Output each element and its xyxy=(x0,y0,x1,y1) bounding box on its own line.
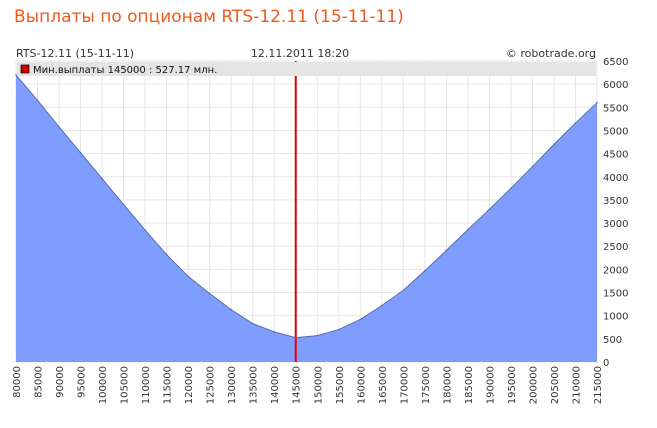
data-point xyxy=(337,328,340,331)
x-tick-label: 90000 xyxy=(55,366,66,398)
x-tick-label: 210000 xyxy=(571,366,582,404)
x-tick-label: 155000 xyxy=(335,366,346,404)
x-tick-label: 95000 xyxy=(77,366,88,398)
y-tick-label: 1500 xyxy=(603,289,628,300)
data-point xyxy=(596,101,598,104)
y-tick-label: 6000 xyxy=(603,80,628,91)
data-point xyxy=(187,275,189,278)
y-tick-label: 6500 xyxy=(603,57,628,68)
x-tick-label: 160000 xyxy=(356,366,367,404)
x-tick-label: 125000 xyxy=(206,366,217,404)
y-tick-label: 500 xyxy=(603,335,622,346)
data-point xyxy=(445,249,448,252)
x-tick-label: 185000 xyxy=(464,366,475,404)
chart-timestamp: 12.11.2011 18:20 xyxy=(251,47,349,60)
data-points xyxy=(15,74,598,339)
y-tick-label: 2500 xyxy=(603,242,628,253)
data-point xyxy=(402,289,405,292)
y-tick-label: 4500 xyxy=(603,150,628,161)
payout-line xyxy=(15,74,598,339)
x-tick-label: 215000 xyxy=(593,366,604,404)
data-point xyxy=(36,99,39,102)
data-point xyxy=(58,125,60,128)
x-tick-label: 205000 xyxy=(550,366,561,404)
x-tick-label: 105000 xyxy=(120,366,131,404)
x-tick-label: 135000 xyxy=(249,366,260,404)
payout-area xyxy=(16,74,597,363)
data-point xyxy=(316,334,319,337)
data-point xyxy=(208,292,211,295)
data-point xyxy=(574,122,577,124)
x-tick-label: 170000 xyxy=(399,366,410,404)
y-tick-label: 4000 xyxy=(603,173,628,184)
data-point xyxy=(230,308,232,311)
x-tick-label: 140000 xyxy=(270,366,281,404)
data-point xyxy=(531,165,534,168)
x-tick-label: 180000 xyxy=(442,366,453,404)
x-tick-label: 145000 xyxy=(292,366,303,404)
legend-box xyxy=(17,62,596,76)
x-tick-label: 100000 xyxy=(98,366,109,404)
data-point xyxy=(553,143,555,146)
data-point xyxy=(101,177,103,180)
legend-label: Мин.выплаты 145000 : 527.17 млн. xyxy=(33,65,217,76)
data-point xyxy=(15,74,17,76)
y-tick-label: 0 xyxy=(603,358,609,369)
data-point xyxy=(424,269,426,272)
x-tick-label: 165000 xyxy=(378,366,389,404)
y-tick-label: 5500 xyxy=(603,103,628,114)
page-title: Выплаты по опционам RTS-12.11 (15-11-11) xyxy=(14,7,404,27)
y-tick-label: 5000 xyxy=(603,126,628,137)
legend-swatch-icon xyxy=(20,64,30,74)
data-point xyxy=(467,228,469,231)
x-tick-label: 200000 xyxy=(528,366,539,404)
data-point xyxy=(510,187,512,190)
x-tick-label: 175000 xyxy=(421,366,432,404)
y-tick-label: 3000 xyxy=(603,219,628,230)
data-point xyxy=(165,253,168,256)
data-point xyxy=(122,203,125,206)
y-tick-label: 1000 xyxy=(603,312,628,323)
y-axis-ticks: 0 500 1000 1500 2000 2500 3000 3500 4000 4500 5000… xyxy=(603,57,628,369)
x-axis-ticks: 80000 85000 90000 95000 100000 105000 110000 11… xyxy=(12,366,604,404)
x-tick-label: 120000 xyxy=(184,366,195,404)
data-point xyxy=(359,318,362,321)
data-point xyxy=(79,151,82,154)
data-point xyxy=(251,322,254,325)
x-tick-label: 190000 xyxy=(485,366,496,404)
y-tick-label: 2000 xyxy=(603,265,628,276)
data-point xyxy=(144,229,146,231)
x-tick-label: 110000 xyxy=(141,366,152,404)
chart-symbol-label: RTS-12.11 (15-11-11) xyxy=(16,47,134,60)
y-tick-label: 3500 xyxy=(603,196,628,207)
data-point xyxy=(381,304,383,307)
x-tick-label: 80000 xyxy=(12,366,23,398)
x-tick-label: 195000 xyxy=(507,366,518,404)
x-tick-label: 85000 xyxy=(34,366,45,398)
data-point xyxy=(488,208,491,210)
data-point xyxy=(273,331,276,333)
data-point xyxy=(294,336,297,339)
x-tick-label: 130000 xyxy=(227,366,238,404)
chart-source-label: © robotrade.org xyxy=(506,47,596,60)
x-tick-label: 150000 xyxy=(313,366,324,404)
x-tick-label: 115000 xyxy=(163,366,174,404)
